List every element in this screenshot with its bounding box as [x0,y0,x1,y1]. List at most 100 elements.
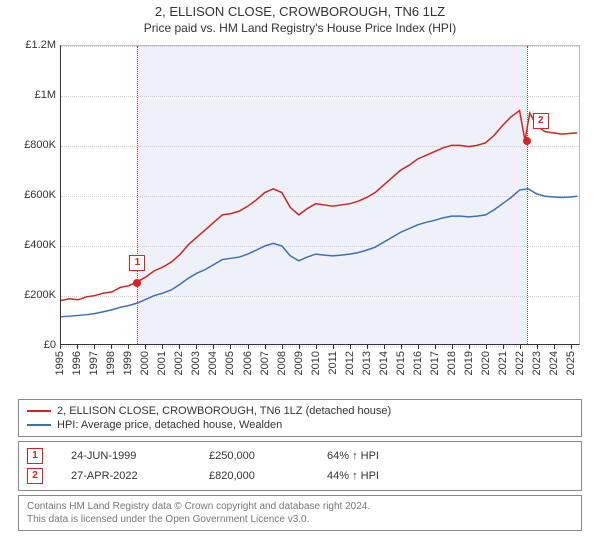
x-axis-label: 2021 [497,351,509,375]
x-axis-label: 2011 [327,351,339,375]
x-tick [230,345,231,349]
x-axis-label: 2019 [463,351,475,375]
x-axis-label: 2016 [412,351,424,375]
x-axis-label: 2003 [190,351,202,375]
x-axis-label: 2010 [310,351,322,375]
x-tick [503,345,504,349]
legend: 2, ELLISON CLOSE, CROWBOROUGH, TN6 1LZ (… [18,399,582,437]
x-tick [77,345,78,349]
transaction-row: 2 27-APR-2022 £820,000 44% ↑ HPI [27,466,573,486]
y-axis-label: £400K [12,239,56,251]
y-axis-label: £1M [12,89,56,101]
x-tick [111,345,112,349]
sale-marker-dot [133,279,141,287]
x-tick [179,345,180,349]
transaction-date: 24-JUN-1999 [71,450,181,462]
chart-title: 2, ELLISON CLOSE, CROWBOROUGH, TN6 1LZ [0,0,600,21]
x-axis-label: 2020 [480,351,492,375]
legend-swatch [27,424,51,426]
x-axis-label: 2009 [293,351,305,375]
x-axis-label: 2018 [446,351,458,375]
x-axis-label: 2012 [344,351,356,375]
x-axis-label: 2005 [224,351,236,375]
x-tick [469,345,470,349]
legend-row: 2, ELLISON CLOSE, CROWBOROUGH, TN6 1LZ (… [27,404,573,418]
x-tick [367,345,368,349]
x-axis-label: 1999 [122,351,134,375]
x-axis-label: 2014 [378,351,390,375]
x-tick [384,345,385,349]
x-tick [94,345,95,349]
x-axis-label: 2007 [259,351,271,375]
x-axis-label: 2004 [207,351,219,375]
legend-label: 2, ELLISON CLOSE, CROWBOROUGH, TN6 1LZ (… [57,405,391,417]
x-axis-label: 1995 [54,351,66,375]
x-tick [213,345,214,349]
x-axis-label: 2025 [565,351,577,375]
x-tick [350,345,351,349]
y-axis-label: £600K [12,189,56,201]
x-tick [128,345,129,349]
chart-area: 12 £0£200K£400K£600K£800K£1M£1.2M1995199… [12,39,588,399]
line-svg [61,46,579,344]
sale-marker-label: 1 [129,255,145,271]
x-tick [554,345,555,349]
x-tick [333,345,334,349]
x-tick [452,345,453,349]
footer-line: Contains HM Land Registry data © Crown c… [27,500,573,513]
x-tick [299,345,300,349]
transaction-delta: 64% ↑ HPI [327,450,573,462]
y-axis-label: £1.2M [12,39,56,51]
y-axis-label: £200K [12,289,56,301]
x-tick [316,345,317,349]
x-axis-label: 2017 [429,351,441,375]
x-tick [265,345,266,349]
transaction-marker: 1 [27,448,43,464]
x-tick [486,345,487,349]
legend-swatch [27,410,51,412]
y-axis-label: £0 [12,339,56,351]
x-tick [248,345,249,349]
x-axis-label: 2024 [548,351,560,375]
x-tick [571,345,572,349]
attribution-footer: Contains HM Land Registry data © Crown c… [18,495,582,531]
x-tick [401,345,402,349]
x-tick [418,345,419,349]
x-tick [537,345,538,349]
legend-row: HPI: Average price, detached house, Weal… [27,418,573,432]
gridline [61,346,579,347]
transaction-delta: 44% ↑ HPI [327,470,573,482]
sale-marker-label: 2 [533,113,549,129]
legend-label: HPI: Average price, detached house, Weal… [57,419,282,431]
x-axis-label: 2023 [531,351,543,375]
x-axis-label: 2001 [156,351,168,375]
x-tick [435,345,436,349]
x-axis-label: 2000 [139,351,151,375]
x-tick [60,345,61,349]
transaction-marker: 2 [27,468,43,484]
sale-marker-dot [523,137,531,145]
x-tick [145,345,146,349]
transactions-table: 124-JUN-1999£250,00064% ↑ HPI227-APR-202… [18,441,582,491]
x-tick [520,345,521,349]
transaction-price: £820,000 [209,470,299,482]
y-axis-label: £800K [12,139,56,151]
x-axis-label: 2022 [514,351,526,375]
transaction-date: 27-APR-2022 [71,470,181,482]
x-tick [196,345,197,349]
x-axis-label: 2006 [242,351,254,375]
x-axis-label: 1996 [71,351,83,375]
x-tick [162,345,163,349]
x-axis-label: 1997 [88,351,100,375]
footer-line: This data is licensed under the Open Gov… [27,513,573,526]
plot-area: 12 [60,45,580,345]
x-axis-label: 2015 [395,351,407,375]
x-tick [282,345,283,349]
series-hpi [61,189,577,317]
transaction-row: 124-JUN-1999£250,00064% ↑ HPI [27,446,573,466]
x-axis-label: 2008 [276,351,288,375]
chart-container: 2, ELLISON CLOSE, CROWBOROUGH, TN6 1LZ P… [0,0,600,560]
chart-subtitle: Price paid vs. HM Land Registry's House … [0,21,600,39]
x-axis-label: 1998 [105,351,117,375]
x-axis-label: 2002 [173,351,185,375]
